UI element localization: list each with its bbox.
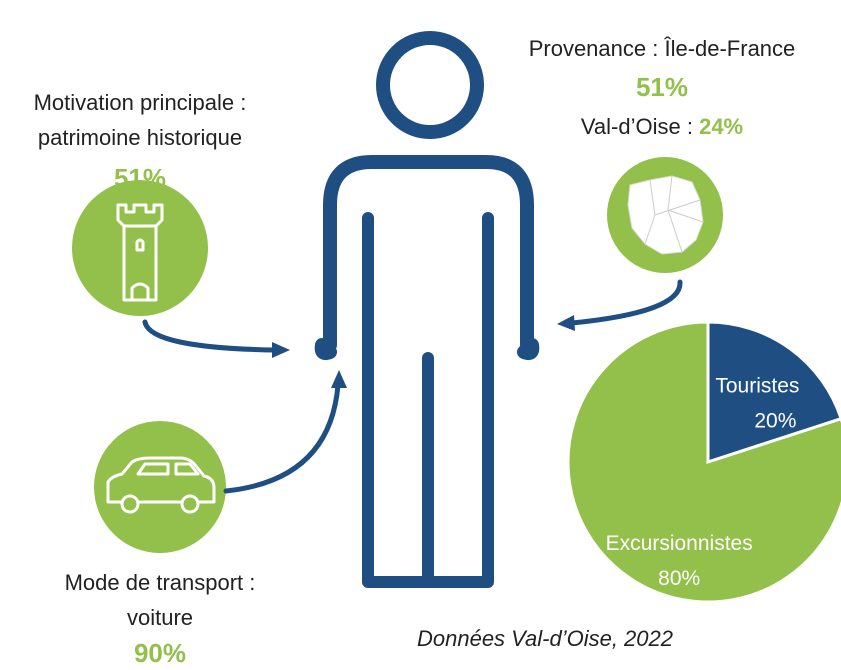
motivation-value: 51% bbox=[114, 163, 166, 193]
car-icon bbox=[106, 456, 216, 514]
pie-category-label: Touristes bbox=[715, 375, 799, 398]
arrow bbox=[142, 319, 278, 353]
castle-icon bbox=[116, 203, 164, 302]
car-circle bbox=[94, 421, 226, 553]
pie-value-label: 20% bbox=[754, 410, 796, 433]
motivation-label: patrimoine historique bbox=[38, 125, 242, 150]
transport-label: Mode de transport : bbox=[65, 570, 256, 595]
source: Données Val-d’Oise, 2022 bbox=[417, 626, 673, 651]
arrow-head bbox=[331, 370, 347, 388]
pie-slice bbox=[706, 320, 841, 465]
arrow bbox=[569, 279, 683, 326]
transport-label: voiture bbox=[127, 605, 193, 630]
castle-circle bbox=[72, 180, 208, 316]
val-doise-value: 24% bbox=[699, 114, 743, 139]
arrow-head bbox=[272, 342, 290, 358]
val-doise-line: Val-d’Oise : 24% bbox=[581, 114, 743, 139]
pie-chart: Touristes 20% Excursionnistes 80% bbox=[566, 320, 841, 604]
map-borders bbox=[644, 175, 704, 253]
pie-category-label: Excursionnistes bbox=[606, 532, 753, 555]
head bbox=[376, 31, 484, 139]
provenance-label: Provenance : Île-de-France bbox=[529, 36, 796, 61]
pie-value-label: 80% bbox=[658, 567, 700, 590]
val-doise-label: Val-d’Oise : bbox=[581, 114, 693, 139]
pie-slice bbox=[566, 320, 841, 604]
arrow bbox=[223, 382, 341, 494]
transport-value: 90% bbox=[134, 638, 186, 668]
motivation-label: Motivation principale : bbox=[34, 90, 247, 115]
person-figure bbox=[314, 31, 540, 588]
provenance-value: 51% bbox=[636, 72, 688, 102]
arrows bbox=[142, 279, 683, 494]
torso-outline bbox=[314, 155, 540, 361]
arrow-head bbox=[557, 315, 575, 331]
